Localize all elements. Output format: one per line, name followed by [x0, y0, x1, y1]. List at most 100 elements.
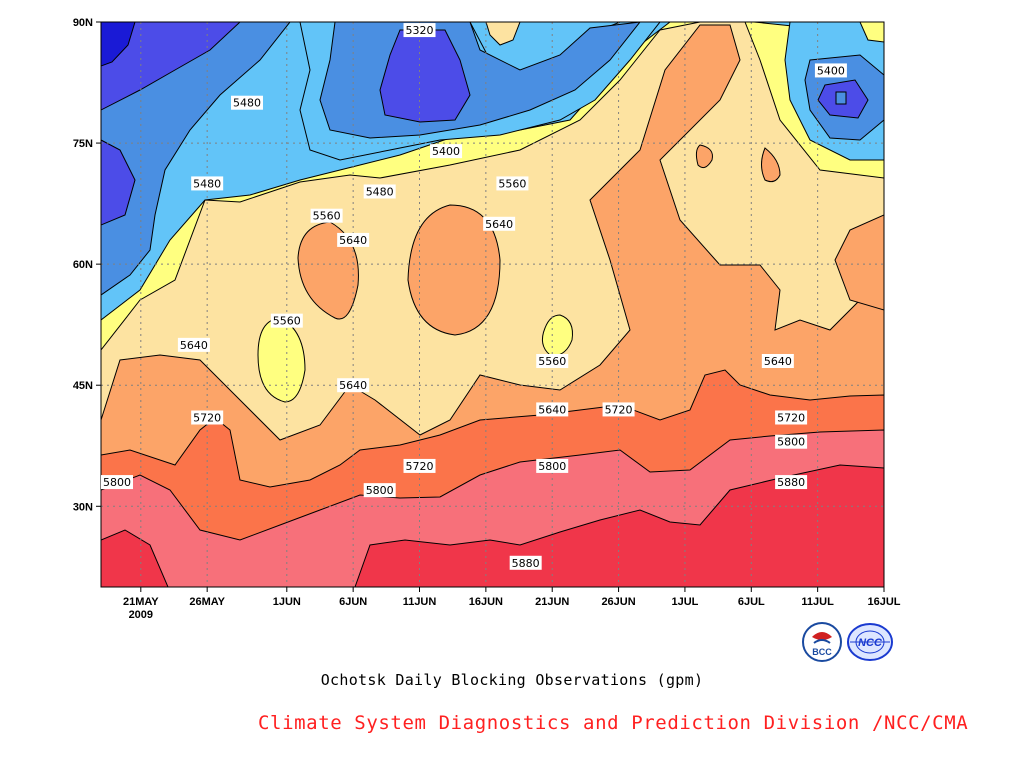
contour-label-text: 5880 [777, 476, 805, 489]
x-tick-label: 26MAY [189, 596, 225, 608]
contour-label-text: 5640 [538, 403, 566, 416]
contour-label-bg [483, 216, 516, 231]
contour-label-text: 5640 [180, 339, 208, 352]
x-tick-label: 16JUN [469, 596, 503, 608]
band-5560-ne [859, 22, 884, 43]
contour-label: 5480 [230, 95, 263, 110]
contour-label-bg [310, 208, 343, 223]
contour-label-bg [403, 458, 436, 473]
contour-label-bg [177, 337, 210, 352]
contour-label-bg [270, 313, 303, 328]
contour-label-text: 5480 [233, 97, 261, 110]
contour-label-text: 5720 [777, 412, 805, 425]
island-5640-b [407, 204, 501, 336]
band-5640-north-pocket [485, 22, 521, 46]
contour-label-bg [101, 475, 133, 490]
contour-label: 5800 [101, 475, 133, 490]
contour-fills [101, 22, 884, 587]
contour-label: 5400 [814, 63, 847, 78]
plot-frame [100, 21, 885, 588]
island-5560-a [257, 317, 306, 403]
ncc-logo-text: NCC [858, 637, 883, 649]
band-5400-5480 [101, 22, 291, 296]
contour-label: 5720 [403, 458, 436, 473]
contour-label: 5640 [177, 337, 210, 352]
x-tick-label: 26JUN [601, 596, 635, 608]
chart-title: Ochotsk Daily Blocking Observations (gpm… [320, 671, 704, 689]
contour-label-text: 5560 [313, 210, 341, 223]
contour-label-bg [496, 176, 529, 191]
contour-label: 5320 [403, 23, 436, 38]
island-5720-c [695, 144, 713, 169]
credit-line: Climate System Diagnostics and Predictio… [258, 712, 969, 734]
contour-label: 5640 [337, 232, 370, 247]
contour-label: 5640 [536, 402, 569, 417]
contour-label-text: 5560 [498, 177, 526, 190]
contour-label: 5800 [536, 458, 569, 473]
x-tick-label: 21JUN [535, 596, 569, 608]
band-5320-5400-b [101, 139, 136, 226]
y-tick-label: 45N [73, 380, 93, 392]
x-tick-label: 6JUL [738, 596, 765, 608]
contour-label-text: 5560 [273, 315, 301, 328]
contour-label-bg [536, 402, 569, 417]
x-year-label: 2009 [129, 609, 153, 621]
contour-label-bg [775, 410, 808, 425]
contour-label-text: 5480 [366, 186, 394, 199]
island-5720-d [761, 147, 781, 183]
contour-label-text: 5800 [103, 476, 131, 489]
y-tick-label: 90N [73, 17, 93, 29]
contour-label: 5480 [191, 176, 224, 191]
contour-label: 5720 [191, 410, 224, 425]
contour-label: 5880 [775, 475, 808, 490]
contour-label-text: 5320 [406, 24, 434, 37]
contour-label-text: 5800 [538, 460, 566, 473]
ncc-logo-icon: NCC [847, 623, 893, 661]
contour-label: 5640 [337, 378, 370, 393]
contour-label-text: 5640 [339, 234, 367, 247]
contour-label-text: 5640 [339, 379, 367, 392]
contour-label-text: 5560 [538, 355, 566, 368]
y-tick-label: 75N [73, 138, 93, 150]
contour-label-bg [814, 63, 847, 78]
contour-label: 5720 [775, 410, 808, 425]
contour-label-bg [536, 354, 569, 368]
contour-label-text: 5400 [817, 64, 845, 77]
x-tick-label: 11JUN [403, 596, 437, 608]
contour-label: 5560 [536, 354, 569, 368]
contour-label-text: 5480 [193, 177, 221, 190]
contour-label: 5720 [602, 402, 635, 417]
x-tick-label: 21MAY [123, 596, 159, 608]
contour-label-text: 5720 [193, 412, 221, 425]
contour-label-bg [761, 354, 794, 368]
bcc-logo-icon: BCC [802, 622, 842, 662]
contour-label-bg [363, 483, 396, 498]
contour-label: 5560 [496, 176, 529, 191]
contour-label-bg [230, 95, 263, 110]
x-tick-label: 1JUN [273, 596, 301, 608]
contour-label-text: 5880 [512, 557, 540, 570]
contour-label-bg [775, 434, 808, 449]
contour-label-text: 5800 [777, 436, 805, 449]
band-5320-5400 [101, 22, 241, 111]
contour-label: 5480 [363, 184, 396, 199]
contour-label: 5800 [363, 483, 396, 498]
contour-label-text: 5400 [432, 145, 460, 158]
x-tick-label: 11JUL [801, 596, 834, 608]
contour-label-text: 5640 [764, 355, 792, 368]
y-tick-label: 30N [73, 501, 93, 513]
contour-label-bg [337, 232, 370, 247]
band-above-5960 [101, 529, 169, 587]
contour-label-text: 5720 [406, 460, 434, 473]
contour-label-bg [509, 555, 542, 570]
band-5720-5800-island [834, 214, 884, 311]
contour-label: 5640 [761, 354, 794, 368]
contour-label: 5800 [775, 434, 808, 449]
y-axis: 30N 45N 60N 75N 90N [73, 17, 101, 513]
contour-label: 5640 [483, 216, 516, 231]
x-tick-label: 6JUN [339, 596, 367, 608]
contour-label-bg [403, 23, 436, 38]
contour-label: 5880 [509, 555, 542, 570]
